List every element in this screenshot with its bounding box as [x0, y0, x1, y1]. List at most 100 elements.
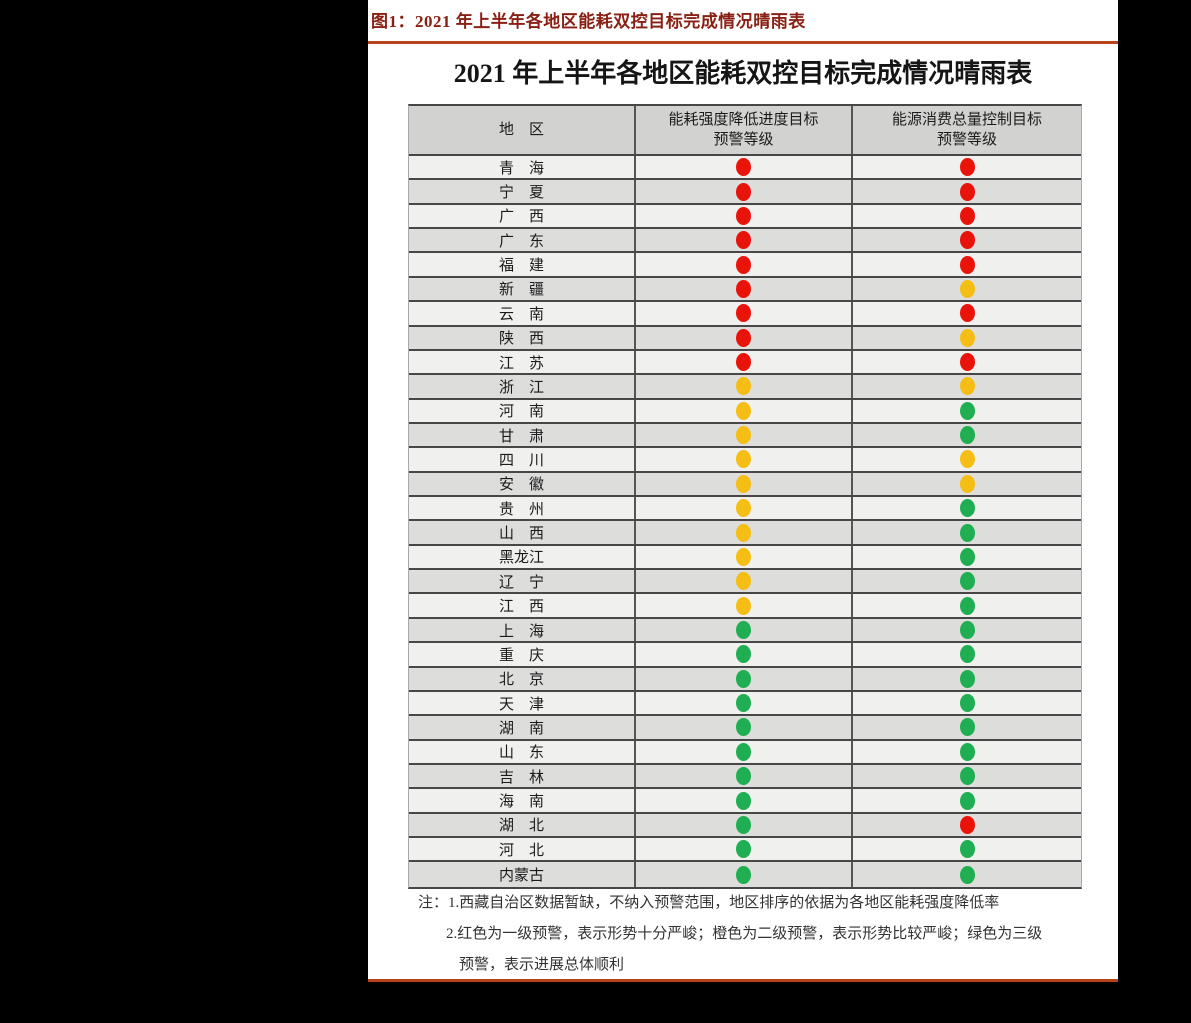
- intensity-warning-cell: [634, 472, 851, 496]
- table-row: 天 津: [409, 691, 1081, 717]
- region-name: 陕 西: [498, 331, 544, 348]
- table-row: 河 北: [409, 838, 1081, 863]
- red-warning-dot-icon: [736, 279, 751, 298]
- orange-warning-dot-icon: [959, 450, 975, 469]
- table-row: 山 西: [409, 521, 1081, 546]
- green-warning-dot-icon: [736, 742, 751, 761]
- barometer-table: 地 区 能耗强度降低进度目标 预警等级 能源消费总量控制目标 预警等级 青 海宁…: [408, 104, 1082, 889]
- footnote-line-2: 2.红色为一级预警，表示形势十分严峻；橙色为二级预警，表示形势比较严峻；绿色为三…: [446, 926, 1043, 942]
- header-total-line2: 预警等级: [936, 132, 997, 148]
- table-body: 青 海宁 夏广 西广 东福 建新 疆云 南陕 西江 苏浙 江河 南甘 肃四 川安…: [409, 156, 1081, 887]
- region-name: 内蒙古: [498, 868, 544, 885]
- intensity-warning-cell: [634, 838, 851, 861]
- region-name: 广 西: [498, 209, 544, 226]
- table-row: 云 南: [409, 302, 1081, 327]
- region-name: 甘 肃: [498, 428, 544, 445]
- intensity-warning-cell: [634, 691, 851, 715]
- green-warning-dot-icon: [959, 523, 975, 542]
- header-intensity-line2: 预警等级: [713, 132, 774, 148]
- table-row: 四 川: [409, 448, 1081, 473]
- orange-warning-dot-icon: [736, 499, 751, 518]
- table-row: 湖 南: [409, 716, 1081, 741]
- green-warning-dot-icon: [959, 572, 975, 591]
- report-figure-panel: 图1：2021 年上半年各地区能耗双控目标完成情况晴雨表 2021 年上半年各地…: [368, 0, 1118, 982]
- region-name: 贵 州: [498, 501, 544, 518]
- intensity-warning-cell: [634, 399, 851, 422]
- table-row: 浙 江: [409, 375, 1081, 400]
- table-row: 新 疆: [409, 277, 1081, 303]
- green-warning-dot-icon: [959, 718, 975, 737]
- orange-warning-dot-icon: [959, 279, 975, 298]
- table-row: 陕 西: [409, 326, 1081, 351]
- green-warning-dot-icon: [736, 718, 751, 737]
- green-warning-dot-icon: [736, 840, 751, 859]
- intensity-warning-cell: [634, 204, 851, 228]
- green-warning-dot-icon: [959, 865, 975, 884]
- green-warning-dot-icon: [959, 401, 975, 420]
- total-control-warning-cell: [851, 789, 1081, 812]
- total-control-warning-cell: [851, 545, 1081, 569]
- total-control-warning-cell: [851, 253, 1081, 276]
- green-warning-dot-icon: [959, 621, 975, 639]
- total-control-warning-cell: [851, 180, 1081, 203]
- caption-divider-line: [368, 41, 1118, 44]
- figure-caption: 图1：2021 年上半年各地区能耗双控目标完成情况晴雨表: [371, 12, 806, 31]
- intensity-warning-cell: [634, 497, 851, 520]
- intensity-warning-cell: [634, 545, 851, 569]
- footnotes: 注：1.西藏自治区数据暂缺，不纳入预警范围，地区排序的依据为各地区能耗强度降低率…: [418, 888, 1088, 981]
- table-row: 贵 州: [409, 497, 1081, 522]
- green-warning-dot-icon: [959, 694, 975, 713]
- total-control-warning-cell: [851, 472, 1081, 496]
- header-region-label: 地 区: [498, 122, 544, 138]
- red-warning-dot-icon: [736, 328, 751, 347]
- red-warning-dot-icon: [736, 158, 751, 177]
- green-warning-dot-icon: [736, 621, 751, 639]
- bottom-divider-line: [368, 979, 1118, 982]
- intensity-warning-cell: [634, 862, 851, 887]
- total-control-warning-cell: [851, 643, 1081, 666]
- green-warning-dot-icon: [736, 791, 751, 810]
- total-control-warning-cell: [851, 302, 1081, 325]
- table-row: 湖 北: [409, 813, 1081, 839]
- total-control-warning-cell: [851, 862, 1081, 887]
- total-control-warning-cell: [851, 618, 1081, 642]
- intensity-warning-cell: [634, 716, 851, 739]
- orange-warning-dot-icon: [736, 596, 751, 615]
- total-control-warning-cell: [851, 277, 1081, 301]
- orange-warning-dot-icon: [736, 377, 751, 396]
- total-control-warning-cell: [851, 204, 1081, 228]
- red-warning-dot-icon: [959, 255, 975, 274]
- total-control-warning-cell: [851, 813, 1081, 837]
- region-name: 重 庆: [498, 647, 544, 664]
- region-name: 山 东: [498, 745, 544, 762]
- intensity-warning-cell: [634, 326, 851, 349]
- table-row: 黑龙江: [409, 545, 1081, 571]
- region-name: 辽 宁: [498, 574, 544, 591]
- green-warning-dot-icon: [959, 426, 975, 445]
- total-control-warning-cell: [851, 764, 1081, 788]
- region-name: 河 北: [498, 842, 544, 859]
- red-warning-dot-icon: [959, 206, 975, 225]
- orange-warning-dot-icon: [959, 328, 975, 347]
- region-name: 湖 南: [498, 720, 544, 737]
- table-row: 青 海: [409, 156, 1081, 181]
- region-name: 江 西: [498, 599, 544, 616]
- orange-warning-dot-icon: [736, 401, 751, 420]
- green-warning-dot-icon: [959, 840, 975, 859]
- table-row: 江 西: [409, 594, 1081, 619]
- intensity-warning-cell: [634, 302, 851, 325]
- table-row: 海 南: [409, 789, 1081, 814]
- intensity-warning-cell: [634, 570, 851, 593]
- green-warning-dot-icon: [736, 865, 751, 884]
- region-name: 江 苏: [498, 355, 544, 372]
- intensity-warning-cell: [634, 521, 851, 544]
- total-control-warning-cell: [851, 156, 1081, 179]
- orange-warning-dot-icon: [959, 377, 975, 396]
- intensity-warning-cell: [634, 789, 851, 812]
- green-warning-dot-icon: [736, 815, 751, 834]
- region-name: 吉 林: [498, 769, 544, 786]
- intensity-warning-cell: [634, 277, 851, 301]
- region-name: 海 南: [498, 794, 544, 811]
- region-name: 广 东: [498, 233, 544, 250]
- table-row: 山 东: [409, 740, 1081, 765]
